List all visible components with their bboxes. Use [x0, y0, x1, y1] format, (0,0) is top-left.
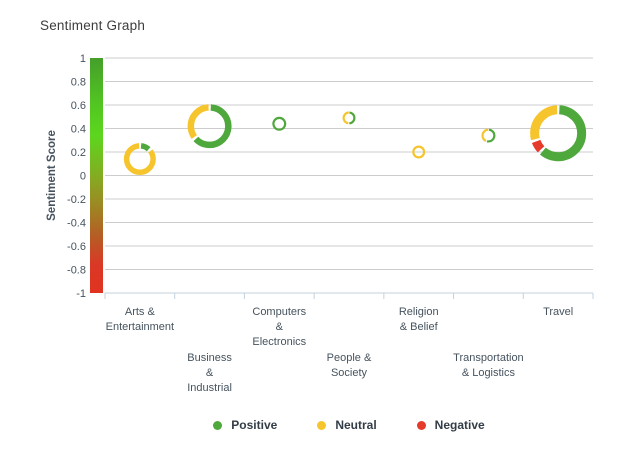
y-tick-label: 1: [80, 53, 86, 65]
positive-segment: [187, 104, 232, 149]
y-tick-label: -1: [76, 288, 86, 300]
positive-dot-icon: [213, 420, 223, 430]
positive-segment: [272, 116, 287, 131]
donut-marker-people-and-society[interactable]: [342, 111, 356, 125]
legend-item-negative[interactable]: Negative: [416, 418, 485, 432]
neutral-segment: [187, 104, 232, 149]
neutral-segment: [412, 145, 426, 159]
sentiment-chart: 1 0.8 0.6 0.4 0.2 0 -0.2 -0.4 -0.6 -0.8 -1 Sentimen…: [46, 53, 594, 394]
y-tick-label: 0.8: [71, 77, 86, 89]
legend-label-negative: Negative: [434, 418, 485, 432]
svg-text:& Logistics: & Logistics: [462, 367, 516, 379]
donut-marker-arts-and-entertainment[interactable]: [123, 143, 156, 176]
x-category-label-people-and-society: People & Society: [327, 352, 372, 379]
svg-text:Computers: Computers: [252, 306, 306, 318]
negative-dot-icon: [416, 420, 426, 430]
legend-item-neutral[interactable]: Neutral: [317, 418, 377, 432]
sentiment-gradient-bar: [90, 58, 103, 293]
legend-label-positive: Positive: [231, 418, 278, 432]
svg-text:Business: Business: [187, 352, 232, 364]
positive-segment: [342, 111, 356, 125]
y-tick-label: -0.2: [67, 194, 86, 206]
y-tick-label: -0.4: [67, 218, 86, 230]
y-tick-label: 0.6: [71, 100, 86, 112]
svg-text:&: &: [206, 367, 214, 379]
neutral-segment: [481, 128, 496, 143]
svg-text:Religion: Religion: [399, 306, 439, 318]
x-category-label-travel: Travel: [543, 306, 573, 318]
svg-text:Entertainment: Entertainment: [106, 321, 174, 333]
neutral-dot-icon: [317, 420, 327, 430]
donut-marker-religion-and-belief[interactable]: [412, 145, 426, 159]
donut-marker-transportation-and-logistics[interactable]: [481, 128, 496, 143]
donut-marker-travel[interactable]: [530, 105, 587, 162]
y-tick-label: -0.6: [67, 241, 86, 253]
svg-text:Travel: Travel: [543, 306, 573, 318]
legend-item-positive[interactable]: Positive: [213, 418, 277, 432]
neutral-segment: [530, 105, 587, 162]
positive-segment: [481, 128, 496, 143]
svg-text:&: &: [276, 321, 284, 333]
svg-text:Transportation: Transportation: [453, 352, 524, 364]
y-tick-label: 0: [80, 171, 86, 183]
x-category-label-religion-and-belief: Religion & Belief: [399, 306, 439, 333]
svg-text:Electronics: Electronics: [252, 336, 306, 348]
y-tick-label: -0.8: [67, 265, 86, 277]
x-category-label-business-and-industrial: Business & Industrial: [187, 352, 232, 394]
svg-text:People &: People &: [327, 352, 372, 364]
x-category-label-transportation-and-logistics: Transportation & Logistics: [453, 352, 524, 379]
neutral-segment: [342, 111, 356, 125]
x-axis-line: [104, 292, 594, 299]
x-category-label-arts-and-entertainment: Arts & Entertainment: [106, 306, 174, 333]
legend-label-neutral: Neutral: [335, 418, 377, 432]
neutral-segment: [123, 143, 156, 176]
y-tick-label: 0.4: [71, 124, 86, 136]
svg-text:Industrial: Industrial: [187, 382, 232, 394]
y-axis-title: Sentiment Score: [46, 130, 58, 221]
donut-marker-computers-and-electronics[interactable]: [272, 116, 287, 131]
x-category-label-computers-and-electronics: Computers & Electronics: [252, 306, 306, 348]
y-tick-label: 0.2: [71, 147, 86, 159]
donut-marker-business-and-industrial[interactable]: [187, 104, 232, 149]
svg-text:Society: Society: [331, 367, 368, 379]
chart-legend: Positive Neutral Negative: [105, 418, 593, 432]
positive-segment: [530, 105, 587, 162]
svg-text:& Belief: & Belief: [400, 321, 439, 333]
svg-text:Arts &: Arts &: [125, 306, 156, 318]
page-title: Sentiment Graph: [40, 18, 146, 33]
